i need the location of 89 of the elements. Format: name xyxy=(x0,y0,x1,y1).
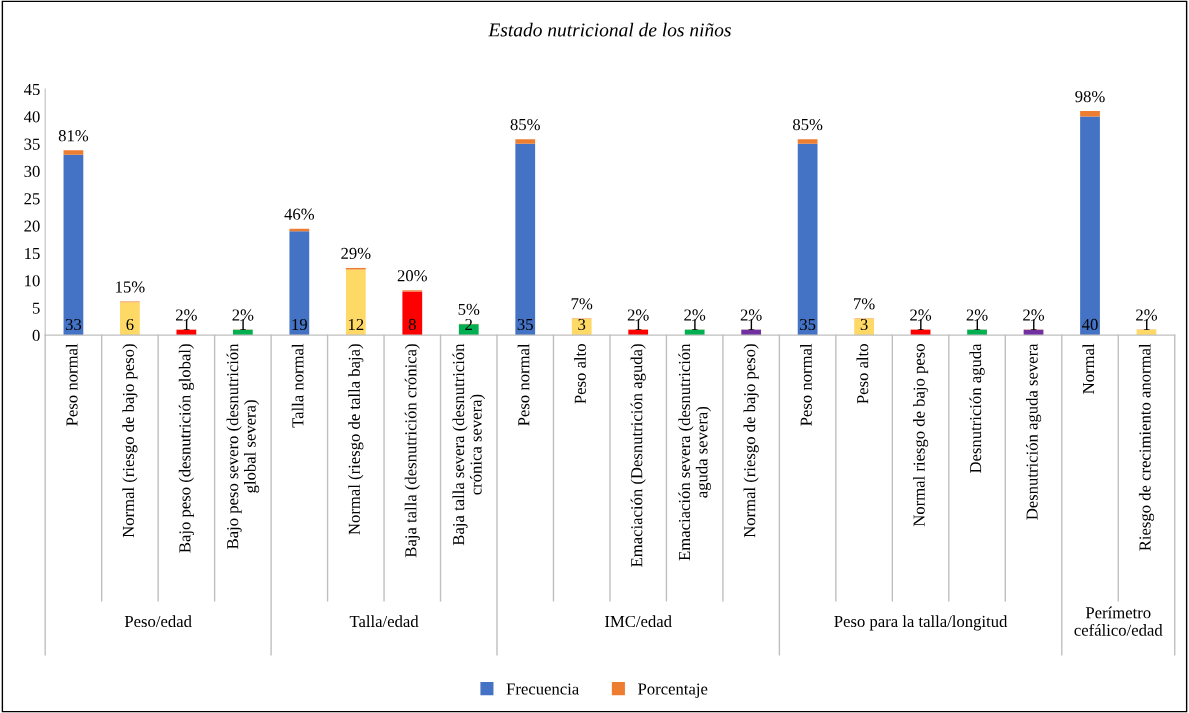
bar xyxy=(797,143,818,336)
x-tick-label: Emaciación severa (desnutrición aguda severa) xyxy=(678,343,711,561)
y-tick-label: 35 xyxy=(24,138,40,150)
data-label: 46% xyxy=(284,208,315,220)
data-label: 2% xyxy=(1023,309,1045,321)
bar xyxy=(1080,111,1100,117)
x-tick-label: Peso normal xyxy=(65,343,78,426)
x-tick-label: Riesgo de crecimiento anormal xyxy=(1138,343,1155,551)
data-label: 1 xyxy=(635,318,642,330)
data-label: 19 xyxy=(292,318,307,331)
data-label: 85% xyxy=(510,118,540,131)
y-tick-label: 25 xyxy=(24,193,40,205)
x-tick-label: Emaciación (Desnutrición aguda) xyxy=(630,344,646,567)
data-label: 35 xyxy=(517,318,533,331)
data-label: 1 xyxy=(974,318,981,330)
data-label: 85% xyxy=(792,118,823,131)
legend-label: Frecuencia xyxy=(506,683,579,695)
x-tick-label: Bajo peso severo (desnutrición global severa) xyxy=(226,343,260,549)
x-tick-label: Baja talla severa (desnutrición crónica severa) xyxy=(452,343,486,546)
chart-title: Estado nutricional de los niños xyxy=(488,22,731,37)
y-tick-label: 5 xyxy=(32,302,40,314)
data-label: 3 xyxy=(578,318,586,331)
bar xyxy=(63,154,84,336)
y-tick-label: 0 xyxy=(32,329,40,342)
data-label: 1 xyxy=(691,318,698,330)
bar xyxy=(63,150,84,155)
data-label: 2% xyxy=(1136,309,1158,321)
text: Peso para la talla/longitud xyxy=(834,615,1008,631)
bar xyxy=(345,269,366,336)
data-label: 2% xyxy=(684,309,706,321)
data-label: 3 xyxy=(860,318,868,331)
data-label: 6 xyxy=(126,318,134,331)
data-label: 2% xyxy=(232,309,254,321)
y-tick-label: 40 xyxy=(23,111,40,123)
data-label: 20% xyxy=(397,270,427,282)
text: Talla/edad xyxy=(349,615,419,628)
bar xyxy=(289,231,310,336)
x-tick-label: Normal (riesgo de bajo peso) xyxy=(743,344,759,538)
x-tick-label: Desnutrición aguda severa xyxy=(1025,343,1042,520)
data-label: 29% xyxy=(341,247,371,260)
y-tick-label: 45 xyxy=(23,83,40,96)
x-tick-label: Desnutrición aguda xyxy=(969,343,985,474)
data-label: 8 xyxy=(408,318,416,331)
y-tick-label: 20 xyxy=(24,220,40,232)
data-label: 5% xyxy=(458,303,480,316)
x-tick-label: Peso alto xyxy=(574,344,586,404)
data-label: 1 xyxy=(183,318,190,330)
data-label: 2% xyxy=(740,309,762,321)
bar xyxy=(797,139,818,144)
data-label: 12 xyxy=(348,318,364,330)
data-label: 1 xyxy=(240,318,247,330)
text: Perímetro cefálico/edad xyxy=(1074,606,1163,636)
y-tick-label: 30 xyxy=(24,165,40,178)
text: Peso/edad xyxy=(124,615,192,628)
legend-label: Porcentaje xyxy=(638,683,708,698)
bar xyxy=(515,139,536,144)
data-label: 1 xyxy=(1030,318,1037,330)
data-label: 2% xyxy=(627,309,649,321)
x-tick-label: Peso alto xyxy=(856,344,869,404)
y-tick-label: 15 xyxy=(25,247,40,260)
data-label: 98% xyxy=(1075,90,1105,103)
data-label: 33 xyxy=(65,318,82,331)
data-label: 1 xyxy=(917,318,924,330)
x-tick-label: Normal (riesgo de bajo peso) xyxy=(122,344,138,538)
y-tick-label: 10 xyxy=(25,275,40,287)
bar xyxy=(402,291,423,336)
data-label: 2% xyxy=(966,309,988,321)
data-label: 81% xyxy=(58,130,89,142)
bar xyxy=(1080,116,1100,336)
x-tick-label: Normal xyxy=(1082,343,1095,394)
data-label: 2% xyxy=(910,309,932,321)
x-tick-label: Bajo peso (desnutrición global) xyxy=(178,344,194,553)
data-label: 35 xyxy=(800,318,816,331)
data-label: 1 xyxy=(748,318,755,330)
data-label: 2% xyxy=(176,309,197,321)
data-label: 7% xyxy=(571,298,593,310)
x-tick-label: Peso normal xyxy=(517,343,530,426)
x-tick-label: Normal riesgo de bajo peso xyxy=(913,344,929,527)
data-label: 40 xyxy=(1082,318,1098,331)
text: IMC/edad xyxy=(605,615,672,628)
x-tick-label: Normal (riesgo de talla baja) xyxy=(348,344,364,535)
x-tick-label: Talla normal xyxy=(291,343,304,428)
x-tick-label: Peso normal xyxy=(800,343,812,426)
bar xyxy=(120,302,140,336)
data-label: 15% xyxy=(116,281,145,293)
data-label: 1 xyxy=(1143,318,1150,330)
data-label: 7% xyxy=(854,298,875,310)
x-tick-label: Baja talla (desnutrición crónica) xyxy=(404,344,420,558)
bar xyxy=(515,143,536,336)
